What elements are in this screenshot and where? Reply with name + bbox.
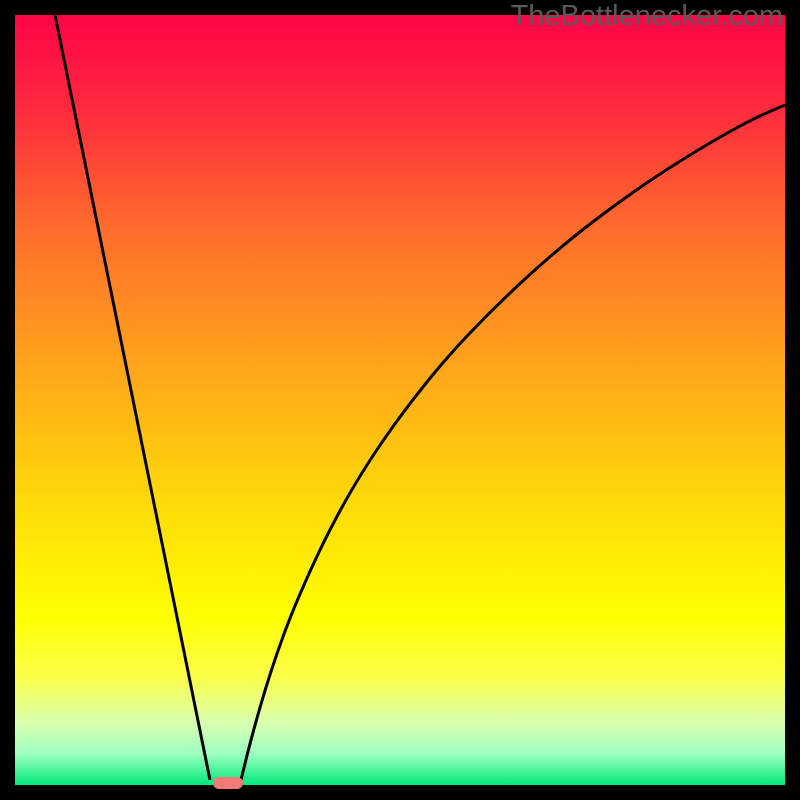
chart-container: TheBottlenecker.com bbox=[0, 0, 800, 800]
bottleneck-curve bbox=[15, 15, 785, 785]
chart-area bbox=[15, 15, 785, 785]
watermark-text: TheBottlenecker.com bbox=[511, 0, 783, 33]
optimal-point-marker bbox=[213, 777, 243, 789]
